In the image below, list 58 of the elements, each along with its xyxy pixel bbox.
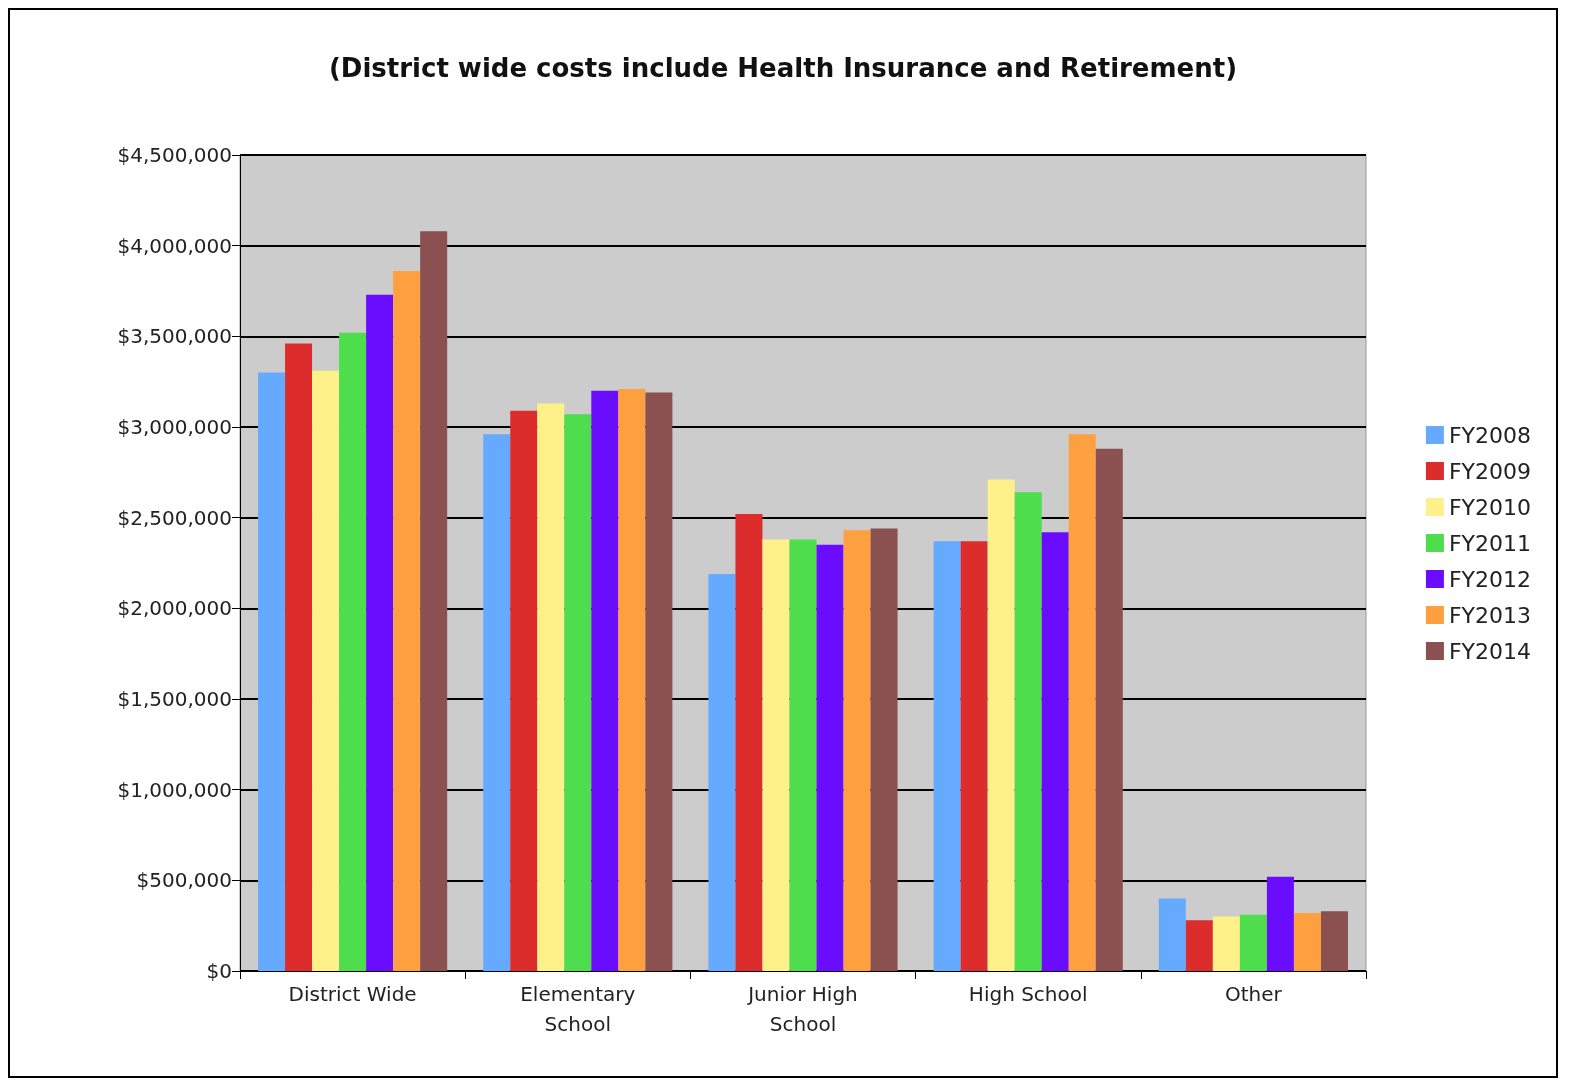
bar (285, 343, 313, 971)
bar (483, 434, 511, 971)
bar (393, 271, 421, 971)
bar (870, 528, 898, 971)
legend-label: FY2008 (1448, 422, 1532, 448)
legend-label: FY2012 (1448, 566, 1532, 592)
y-tick-label: $3,000,000 (117, 415, 232, 439)
bar (1212, 916, 1240, 971)
legend-label: FY2014 (1448, 638, 1532, 664)
bar (510, 410, 538, 971)
bar (987, 479, 1015, 971)
x-tick-label: District Wide (288, 982, 417, 1006)
bar (339, 332, 367, 971)
bar (366, 294, 394, 971)
y-tick-label: $500,000 (136, 868, 232, 893)
x-tick-label: Elementary School (520, 982, 636, 1036)
bar (645, 392, 673, 971)
bar (618, 388, 646, 971)
bar (960, 541, 988, 971)
bar (1185, 920, 1213, 971)
bar (312, 370, 340, 971)
y-tick-label: $2,500,000 (117, 505, 232, 530)
bar (708, 573, 736, 971)
bar (537, 403, 565, 971)
bar (816, 544, 844, 971)
bar (1320, 911, 1348, 971)
y-tick-label: $1,000,000 (117, 777, 232, 802)
bar (1068, 434, 1096, 971)
bar (762, 539, 790, 971)
bar (1293, 912, 1321, 971)
y-tick-label: $2,000,000 (117, 596, 232, 621)
y-tick-label: $1,500,000 (117, 687, 232, 711)
bar (789, 539, 817, 971)
bar (735, 514, 763, 971)
x-tick-label: Other (1225, 982, 1283, 1006)
x-tick-label: High School (968, 982, 1088, 1006)
legend-label: FY2013 (1448, 602, 1532, 628)
legend-label: FY2009 (1448, 458, 1532, 484)
y-tick-label: $3,500,000 (117, 324, 232, 349)
bar (1095, 448, 1123, 971)
legend-label: FY2010 (1448, 494, 1532, 520)
bar (1041, 532, 1069, 971)
bar (1239, 914, 1267, 971)
chart-title: (District wide costs include Health Insurance and Retirement) (328, 53, 1238, 83)
y-tick-label: $4,000,000 (117, 233, 232, 258)
bar (1266, 876, 1294, 971)
bar (591, 390, 619, 971)
bar (1158, 898, 1186, 971)
bar (1014, 492, 1042, 971)
bar (564, 414, 592, 971)
legend-label: FY2011 (1448, 530, 1532, 556)
y-tick-label: $4,500,000 (117, 143, 232, 167)
bar (420, 231, 448, 971)
bar (933, 541, 961, 971)
y-tick-label: $0 (206, 959, 232, 983)
bar (258, 372, 286, 971)
x-tick-label: Junior High School (746, 982, 858, 1036)
bar (843, 530, 871, 971)
